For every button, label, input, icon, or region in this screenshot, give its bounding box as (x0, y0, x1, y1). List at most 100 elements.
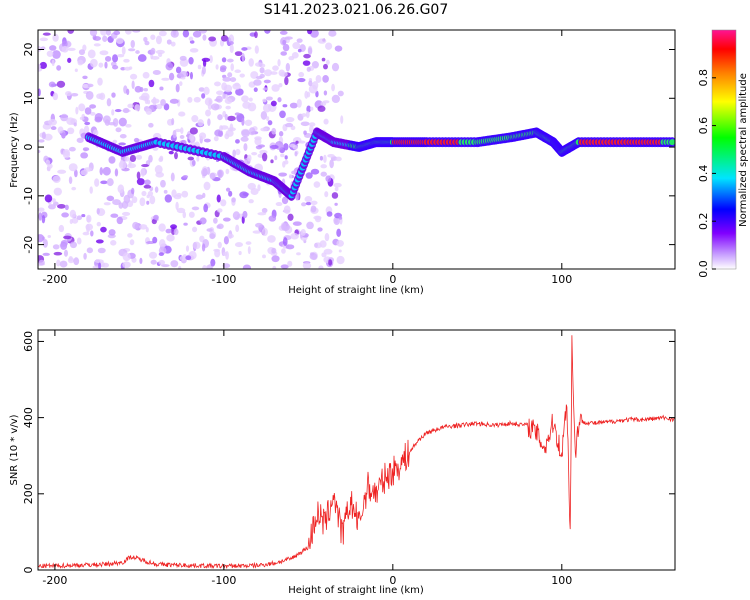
heatmap-cell (61, 40, 68, 48)
heatmap-cell (254, 137, 262, 146)
heatmap-cell (176, 192, 182, 198)
heatmap-cell (43, 133, 53, 141)
heatmap-cell (103, 202, 111, 206)
heatmap-cell (176, 207, 186, 214)
heatmap-cell (334, 186, 339, 192)
heatmap-cell (56, 259, 61, 267)
heatmap-cell (111, 109, 115, 116)
heatmap-cell (83, 252, 87, 260)
heatmap-cell (301, 202, 307, 207)
heatmap-cell (89, 104, 97, 109)
heatmap-cell (188, 211, 195, 218)
heatmap-cell (63, 235, 72, 240)
heatmap-cell (243, 143, 248, 152)
heatmap-cell (65, 90, 72, 97)
heatmap-cell (122, 107, 130, 114)
heatmap-cell (336, 228, 342, 237)
heatmap-cell (81, 213, 86, 218)
heatmap-cell (175, 66, 182, 74)
heatmap-cell (38, 149, 41, 154)
heatmap-cell (300, 228, 306, 236)
heatmap-cell (254, 31, 258, 39)
heatmap-cell (82, 83, 89, 88)
heatmap-cell (102, 166, 111, 176)
heatmap-cell (112, 65, 119, 70)
heatmap-cell (242, 210, 248, 219)
heatmap-cell (333, 182, 342, 188)
heatmap-cell (270, 100, 277, 107)
heatmap-cell (148, 122, 154, 128)
heatmap-cell (232, 211, 240, 220)
heatmap-cell (206, 228, 213, 232)
heatmap-cell (262, 254, 266, 259)
snr-frame (37, 329, 676, 571)
heatmap-cell (124, 30, 132, 35)
heatmap-cell (47, 204, 56, 210)
snr-line-group (38, 335, 675, 570)
heatmap-cell (71, 217, 79, 224)
heatmap-cell (306, 221, 314, 230)
heatmap-cell (53, 187, 62, 196)
heatmap-cell (306, 105, 311, 113)
heatmap-cell (179, 255, 187, 261)
heatmap-cell (115, 37, 124, 44)
heatmap-cell (67, 47, 76, 51)
heatmap-cell (172, 129, 177, 139)
heatmap-cell (175, 83, 180, 93)
heatmap-cell (48, 81, 56, 88)
heatmap-cell (216, 194, 221, 203)
heatmap-cell (100, 30, 107, 36)
heatmap-cell (118, 160, 127, 170)
heatmap-cell (108, 156, 116, 164)
heatmap-cell (267, 235, 276, 243)
heatmap-cell (265, 96, 273, 101)
heatmap-cell (309, 30, 319, 38)
heatmap-cell (211, 103, 220, 111)
heatmap-cell (297, 48, 302, 53)
heatmap-cell (331, 94, 340, 104)
heatmap-cell (324, 191, 329, 198)
heatmap-cell (309, 106, 314, 111)
heatmap-cell (105, 55, 112, 62)
heatmap-cell (131, 80, 135, 89)
heatmap-cell (174, 151, 178, 160)
heatmap-cell (209, 233, 216, 240)
heatmap-cell (306, 66, 311, 72)
colorbar-tick-label: 0.2 (697, 212, 710, 230)
heatmap-cell (252, 230, 262, 234)
heatmap-cell (56, 65, 62, 71)
heatmap-cell (74, 169, 78, 178)
heatmap-cell (217, 208, 223, 213)
heatmap-cell (168, 150, 174, 155)
heatmap-cell (198, 87, 205, 92)
heatmap-cell (278, 172, 288, 177)
heatmap-cell (179, 134, 185, 139)
heatmap-cell (269, 144, 279, 149)
heatmap-cell (51, 59, 55, 67)
heatmap-cell (68, 256, 73, 262)
heatmap-cell (238, 250, 242, 256)
heatmap-cell (165, 228, 172, 234)
heatmap-cell (224, 113, 228, 121)
spectrogram-heatmap (38, 30, 675, 269)
heatmap-cell (193, 96, 201, 103)
spectrogram-xlabel: Height of straight line (km) (288, 285, 424, 296)
heatmap-cell (114, 109, 122, 113)
heatmap-cell (158, 30, 167, 37)
heatmap-cell (225, 168, 230, 175)
heatmap-cell (333, 216, 341, 225)
heatmap-cell (283, 143, 289, 151)
spectrogram-ytick-label: 20 (22, 43, 35, 57)
heatmap-cell (201, 243, 206, 252)
heatmap-cell (73, 122, 77, 127)
heatmap-cell (112, 54, 119, 63)
snr-xtick-label: -200 (42, 574, 67, 587)
heatmap-cell (161, 77, 170, 81)
heatmap-cell (171, 189, 177, 198)
spectrogram-ytick-label: 10 (22, 91, 35, 105)
heatmap-cell (234, 69, 242, 73)
heatmap-cell (328, 30, 337, 37)
heatmap-cell (308, 122, 316, 127)
heatmap-cell (156, 103, 163, 110)
